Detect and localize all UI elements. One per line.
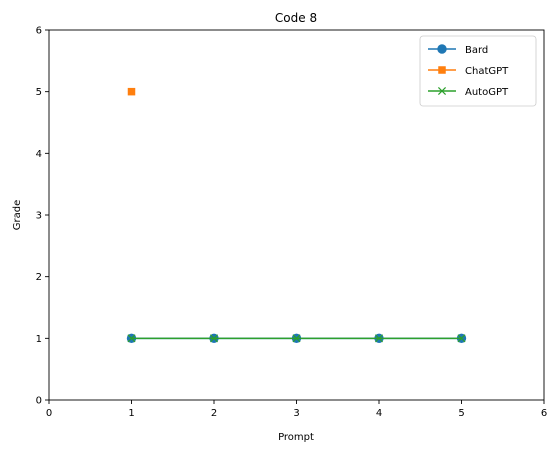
legend-label-chatgpt: ChatGPT <box>465 66 509 77</box>
x-tick-label: 0 <box>46 408 52 419</box>
data-point-autogpt <box>457 334 466 343</box>
data-point-chatgpt <box>127 87 136 96</box>
x-tick-label: 6 <box>541 408 547 419</box>
plot-area: 0 1 2 3 4 5 6 0 1 2 3 4 5 6 <box>36 26 548 420</box>
legend-marker-chatgpt <box>438 66 446 74</box>
x-tick-label: 4 <box>376 408 382 419</box>
y-axis-label: Grade <box>12 200 23 231</box>
x-tick-label: 1 <box>128 408 134 419</box>
legend-label-autogpt: AutoGPT <box>465 87 509 98</box>
x-tick-label: 3 <box>293 408 299 419</box>
x-tick-label: 2 <box>211 408 217 419</box>
y-tick-label: 6 <box>36 26 42 37</box>
chart-title: Code 8 <box>275 11 317 25</box>
y-tick-label: 1 <box>36 334 42 345</box>
y-tick-label: 3 <box>36 211 42 222</box>
y-tick-label: 4 <box>36 149 42 160</box>
legend-box <box>419 35 537 107</box>
data-point-autogpt <box>209 334 219 343</box>
data-point-autogpt <box>127 334 136 343</box>
y-tick-label: 5 <box>36 87 42 98</box>
x-tick-label: 5 <box>458 408 464 419</box>
legend-marker-bard <box>437 44 447 54</box>
data-point-autogpt <box>374 334 384 343</box>
y-tick-label: 0 <box>36 396 42 407</box>
legend-marker-autogpt <box>437 86 447 96</box>
x-axis-label: Prompt <box>278 432 314 443</box>
legend-label-bard: Bard <box>465 45 488 56</box>
y-tick-label: 2 <box>36 272 42 283</box>
legend: Bard ChatGPT AutoGPT <box>419 35 537 107</box>
data-point-autogpt <box>292 334 301 343</box>
